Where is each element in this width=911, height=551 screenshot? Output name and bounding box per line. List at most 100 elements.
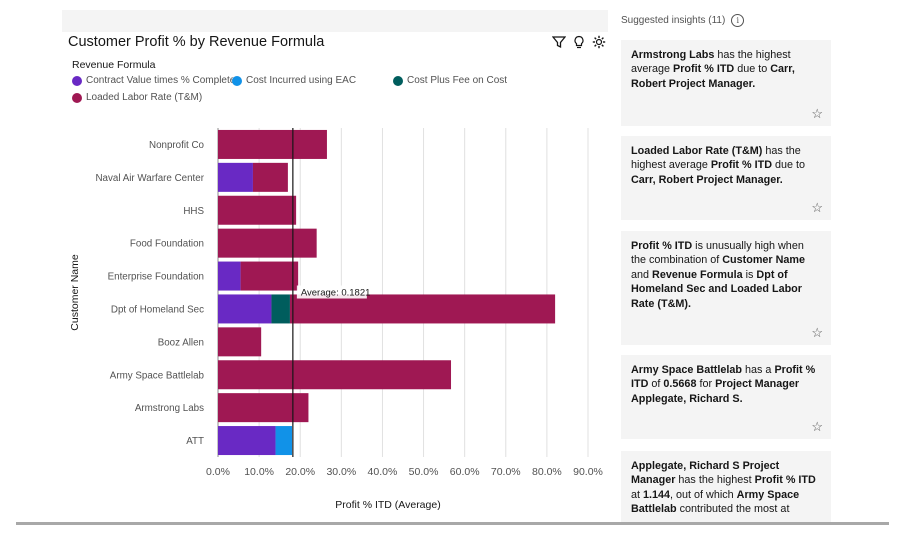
insight-card[interactable]: Armstrong Labs has the highest average P… (621, 40, 831, 126)
insight-segment: Profit % ITD (673, 63, 735, 76)
legend-item-loaded-labor[interactable]: Loaded Labor Rate (T&M) (72, 92, 202, 103)
insight-segment: contributed the most at (676, 503, 790, 516)
insight-segment: 1.144 (643, 488, 671, 501)
x-tick-label: 40.0% (368, 466, 398, 478)
bar-segment[interactable] (218, 228, 317, 258)
bar-segment[interactable] (218, 162, 253, 192)
legend-title: Revenue Formula (72, 59, 156, 71)
x-tick-label: 60.0% (450, 466, 480, 478)
x-axis-title: Profit % ITD (Average) (335, 499, 440, 511)
insight-segment: Carr, Robert Project Manager. (631, 63, 795, 90)
legend-swatch (72, 92, 82, 103)
y-tick-label: Booz Allen (158, 337, 204, 348)
insight-segment: has the highest (675, 474, 755, 487)
x-tick-label: 90.0% (573, 466, 603, 478)
insight-segment: is (742, 268, 757, 281)
x-tick-label: 30.0% (326, 466, 356, 478)
legend-label: Cost Incurred using EAC (246, 75, 357, 86)
average-label: Average: 0.1821 (301, 288, 371, 299)
y-axis-title: Customer Name (69, 254, 81, 331)
y-tick-label: Army Space Battlelab (110, 370, 205, 381)
settings-icon[interactable] (592, 35, 606, 49)
x-tick-label: 70.0% (491, 466, 521, 478)
insight-segment: Dpt of Homeland Sec and Loaded Labor Rat… (631, 268, 802, 310)
bar-segment[interactable] (218, 393, 309, 423)
bar-segment[interactable] (218, 360, 452, 390)
y-tick-label: Naval Air Warfare Center (95, 173, 204, 184)
bar-segment[interactable] (218, 195, 297, 225)
star-icon[interactable]: ☆ (811, 106, 823, 121)
insight-card[interactable]: Profit % ITD is unusually high when the … (621, 231, 831, 345)
insight-card[interactable]: Army Space Battlelab has a Profit % ITD … (621, 355, 831, 439)
legend-item-contract-value[interactable]: Contract Value times % Complete (72, 75, 235, 86)
insight-segment: and (631, 268, 653, 281)
legend-label: Loaded Labor Rate (T&M) (86, 92, 203, 103)
insight-segment: has the highest average (631, 145, 801, 172)
x-tick-label: 20.0% (285, 466, 315, 478)
average-label-bg (296, 285, 367, 299)
x-tick-label: 80.0% (532, 466, 562, 478)
legend-label: Contract Value times % Complete (86, 75, 236, 86)
bar-segment[interactable] (218, 129, 327, 159)
insight-segment: Army Space Battlelab (631, 364, 743, 376)
insight-segment: is unusually high when the combination o… (631, 240, 804, 267)
insight-card[interactable]: Applegate, Richard S Project Manager has… (621, 451, 831, 523)
insight-segment: due to (734, 63, 771, 76)
insight-segment: Profit % ITD (710, 159, 773, 172)
info-icon[interactable]: i (731, 14, 745, 27)
filter-icon[interactable] (552, 35, 566, 49)
insight-text: Profit % ITD is unusually high when the … (631, 239, 821, 311)
insight-segment: Loaded Labor Rate (T&M) (631, 145, 763, 157)
insight-text: Applegate, Richard S Project Manager has… (631, 459, 821, 517)
legend-swatch (232, 75, 242, 86)
star-icon[interactable]: ☆ (811, 419, 823, 434)
insight-text: Loaded Labor Rate (T&M) has the highest … (631, 144, 821, 187)
star-icon[interactable]: ☆ (811, 200, 823, 215)
bar-segment[interactable] (240, 261, 299, 291)
star-icon[interactable]: ☆ (811, 325, 823, 340)
insight-segment: Profit % ITD (631, 240, 693, 252)
insight-segment: 0.5668 (663, 378, 697, 391)
insight-segment: for (696, 378, 716, 391)
insight-segment: , out of which (670, 488, 737, 501)
insight-segment: Project Manager Applegate, Richard S. (631, 378, 800, 405)
x-tick-label: 0.0% (206, 466, 230, 478)
insight-segment: Profit % ITD (754, 474, 816, 487)
bar-segment[interactable] (218, 327, 262, 357)
insight-segment: Army Space Battlelab (631, 488, 800, 516)
insight-segment: has a (742, 364, 775, 376)
y-tick-label: Enterprise Foundation (108, 272, 204, 283)
bar-segment[interactable] (218, 426, 276, 456)
insight-segment: Revenue Formula (652, 268, 743, 281)
chart-title: Customer Profit % by Revenue Formula (68, 34, 325, 50)
bottom-divider (16, 522, 889, 525)
chart-top-bar (62, 10, 608, 32)
bar-chart: 0.0% 10.0% 20.0% 30.0% 40.0% 50.0% 60.0% 70.0% 8… (69, 128, 603, 511)
legend-label: Cost Plus Fee on Cost (407, 75, 508, 86)
insight-segment: Applegate, Richard S Project Manager (631, 460, 780, 487)
insight-card[interactable]: Loaded Labor Rate (T&M) has the highest … (621, 136, 831, 220)
bar-segment[interactable] (275, 426, 292, 456)
bar-segment[interactable] (218, 294, 272, 324)
legend-swatch (72, 75, 82, 86)
lightbulb-icon[interactable] (572, 35, 586, 49)
insights-title: Suggested insights (11) (621, 15, 726, 26)
insight-segment: has the highest average (631, 49, 791, 76)
insights-header: Suggested insights (11) i (621, 14, 745, 27)
legend-item-cost-incurred[interactable]: Cost Incurred using EAC (232, 75, 356, 86)
insight-segment: Customer Name (722, 254, 806, 267)
bar-segment[interactable] (218, 261, 241, 291)
y-tick-label: Armstrong Labs (135, 403, 204, 414)
legend-item-cost-plus-fee[interactable]: Cost Plus Fee on Cost (393, 75, 507, 86)
insight-segment: Armstrong Labs (631, 49, 715, 61)
legend-swatch (393, 75, 403, 86)
bar-segment[interactable] (289, 294, 556, 324)
insight-text: Army Space Battlelab has a Profit % ITD … (631, 363, 821, 406)
insight-text: Armstrong Labs has the highest average P… (631, 48, 821, 91)
y-tick-label: Dpt of Homeland Sec (111, 304, 204, 315)
bar-segment[interactable] (271, 294, 290, 324)
insight-segment: at (631, 488, 644, 501)
x-tick-label: 10.0% (244, 466, 274, 478)
bar-segment[interactable] (252, 162, 288, 192)
x-tick-label: 50.0% (409, 466, 439, 478)
